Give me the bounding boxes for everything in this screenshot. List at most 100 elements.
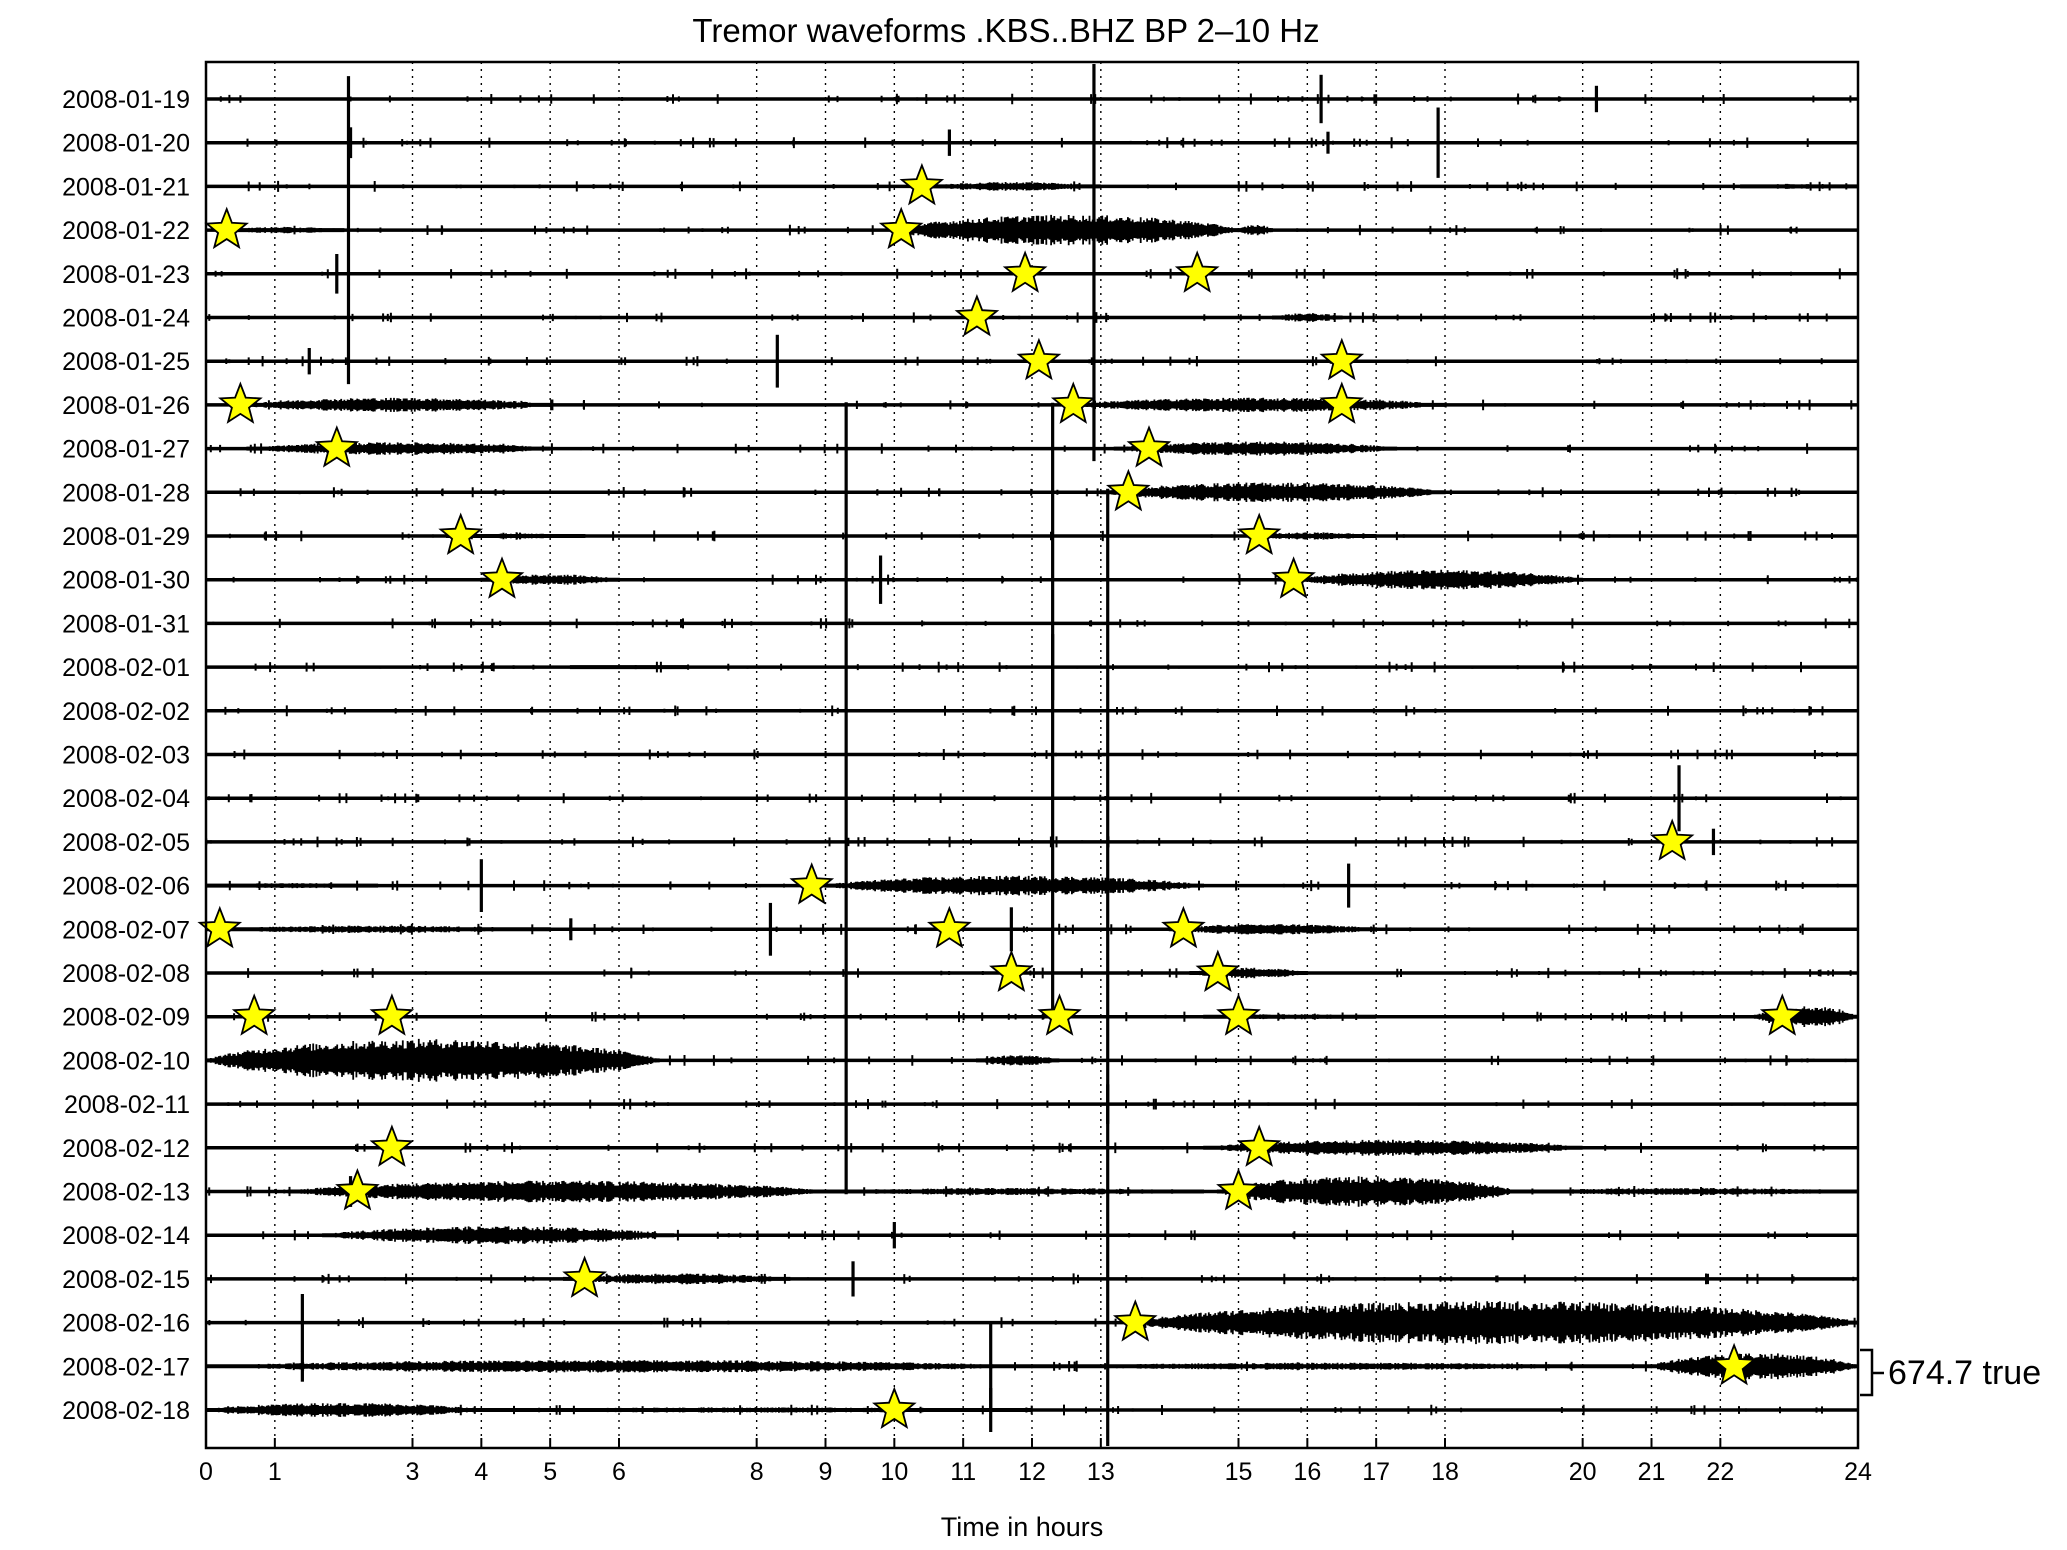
tremor-burst bbox=[1740, 183, 1859, 189]
trace-noise bbox=[254, 661, 1802, 673]
day-label: 2008-02-03 bbox=[62, 742, 190, 770]
day-label: 2008-02-12 bbox=[62, 1135, 190, 1163]
day-label: 2008-02-13 bbox=[62, 1179, 190, 1207]
day-label: 2008-02-01 bbox=[62, 654, 190, 682]
tremor-star bbox=[479, 556, 525, 599]
tremor-burst bbox=[205, 925, 551, 933]
x-tick-label: 8 bbox=[750, 1458, 764, 1486]
trace-noise bbox=[205, 836, 1834, 848]
tremor-star bbox=[872, 1386, 917, 1430]
tremor-star bbox=[1649, 818, 1695, 861]
trace-noise bbox=[208, 792, 1842, 804]
tremor-burst bbox=[1237, 225, 1273, 236]
x-tick-label: 10 bbox=[880, 1458, 908, 1486]
trace-noise bbox=[219, 93, 1852, 105]
tremor-star bbox=[314, 425, 360, 468]
tremor-star bbox=[1002, 250, 1048, 293]
waveform-spikes bbox=[300, 64, 1716, 1446]
day-label: 2008-02-07 bbox=[62, 916, 190, 944]
tremor-burst bbox=[1272, 313, 1343, 322]
trace-noise bbox=[224, 705, 1824, 717]
x-tick-label: 20 bbox=[1569, 1458, 1597, 1486]
tremor-star bbox=[1319, 381, 1365, 424]
tremor-star bbox=[1112, 1299, 1158, 1342]
day-label: 2008-01-30 bbox=[62, 567, 190, 595]
tremor-star bbox=[1711, 1342, 1757, 1386]
scale-bar-bracket bbox=[1860, 1348, 1884, 1397]
tremor-star bbox=[197, 905, 243, 949]
x-tick-label: 16 bbox=[1293, 1458, 1321, 1486]
x-tick-label: 1 bbox=[268, 1458, 282, 1486]
tremor-star bbox=[369, 993, 415, 1036]
x-tick-label: 6 bbox=[612, 1458, 626, 1486]
tremor-burst bbox=[1031, 1362, 1653, 1370]
day-label: 2008-01-20 bbox=[62, 130, 190, 158]
day-labels: 2008-01-19 2008-01-20 2008-01-21 2008-01-22… bbox=[62, 86, 190, 1425]
day-label: 2008-02-08 bbox=[62, 960, 190, 988]
x-tick-label: 22 bbox=[1706, 1458, 1734, 1486]
tremor-burst bbox=[480, 1407, 1033, 1413]
tremor-star bbox=[1236, 1124, 1282, 1167]
tremor-star bbox=[369, 1124, 415, 1167]
tremor-star bbox=[335, 1168, 380, 1211]
tremor-burst bbox=[205, 1038, 660, 1082]
tremor-star bbox=[1161, 905, 1206, 949]
tremor-burst bbox=[976, 1055, 1060, 1066]
trace-noise bbox=[247, 967, 1852, 979]
day-label: 2008-01-22 bbox=[62, 217, 190, 245]
tremor-burst bbox=[205, 883, 379, 889]
tremor-star bbox=[789, 862, 835, 905]
day-label: 2008-02-06 bbox=[62, 873, 190, 901]
day-label: 2008-02-11 bbox=[64, 1091, 190, 1119]
day-label: 2008-02-05 bbox=[62, 829, 190, 857]
tremor-star bbox=[1195, 949, 1241, 993]
tremor-star bbox=[927, 905, 972, 949]
tremor-star bbox=[1016, 337, 1062, 381]
tremor-burst bbox=[322, 1226, 675, 1245]
tremor-burst bbox=[239, 397, 551, 412]
day-label: 2008-01-31 bbox=[62, 610, 190, 638]
x-tick-label: 17 bbox=[1362, 1458, 1390, 1486]
x-tick-label: 11 bbox=[950, 1458, 976, 1486]
day-label: 2008-02-10 bbox=[62, 1047, 190, 1075]
trace-noise bbox=[239, 486, 1801, 498]
x-tick-label: 5 bbox=[543, 1458, 557, 1486]
tremor-star bbox=[1216, 1168, 1261, 1211]
amplitude-scale-bar: 674.7 true bbox=[1860, 1348, 2041, 1397]
waveform-traces bbox=[205, 93, 1859, 1417]
day-label: 2008-02-14 bbox=[62, 1222, 190, 1250]
tremor-burst bbox=[205, 1403, 483, 1417]
tremor-star bbox=[989, 949, 1034, 993]
tremor-burst bbox=[1065, 397, 1445, 413]
tremor-star bbox=[878, 206, 924, 250]
x-axis-label: Time in hours bbox=[941, 1512, 1104, 1542]
tremor-star bbox=[1037, 993, 1082, 1036]
tremor-star-markers bbox=[197, 162, 1805, 1430]
x-tick-label: 15 bbox=[1225, 1458, 1253, 1486]
x-tick-label: 12 bbox=[1018, 1458, 1046, 1486]
tremor-star bbox=[1216, 993, 1261, 1036]
x-tick-label: 21 bbox=[1638, 1458, 1666, 1486]
tremor-star bbox=[438, 512, 484, 556]
day-label: 2008-01-23 bbox=[62, 261, 190, 289]
tremor-star bbox=[1050, 381, 1096, 424]
tremor-star bbox=[1236, 512, 1282, 556]
tremor-burst bbox=[893, 214, 1240, 246]
tremor-star bbox=[899, 162, 945, 206]
trace-noise bbox=[233, 1011, 1824, 1023]
tremor-burst bbox=[1650, 1353, 1859, 1380]
day-label: 2008-02-09 bbox=[62, 1004, 190, 1032]
day-label: 2008-01-28 bbox=[62, 479, 190, 507]
day-label: 2008-01-19 bbox=[62, 86, 190, 114]
day-label: 2008-01-26 bbox=[62, 392, 190, 420]
tremor-star bbox=[1271, 556, 1316, 599]
tremor-star bbox=[954, 294, 1000, 337]
tremor-burst bbox=[1099, 482, 1446, 502]
day-label: 2008-01-29 bbox=[62, 523, 190, 551]
day-label: 2008-01-25 bbox=[62, 348, 190, 376]
tremor-burst bbox=[1203, 1139, 1583, 1156]
tremor-burst bbox=[569, 665, 689, 670]
tremor-star bbox=[1106, 468, 1151, 512]
x-tick-label: 24 bbox=[1844, 1458, 1872, 1486]
